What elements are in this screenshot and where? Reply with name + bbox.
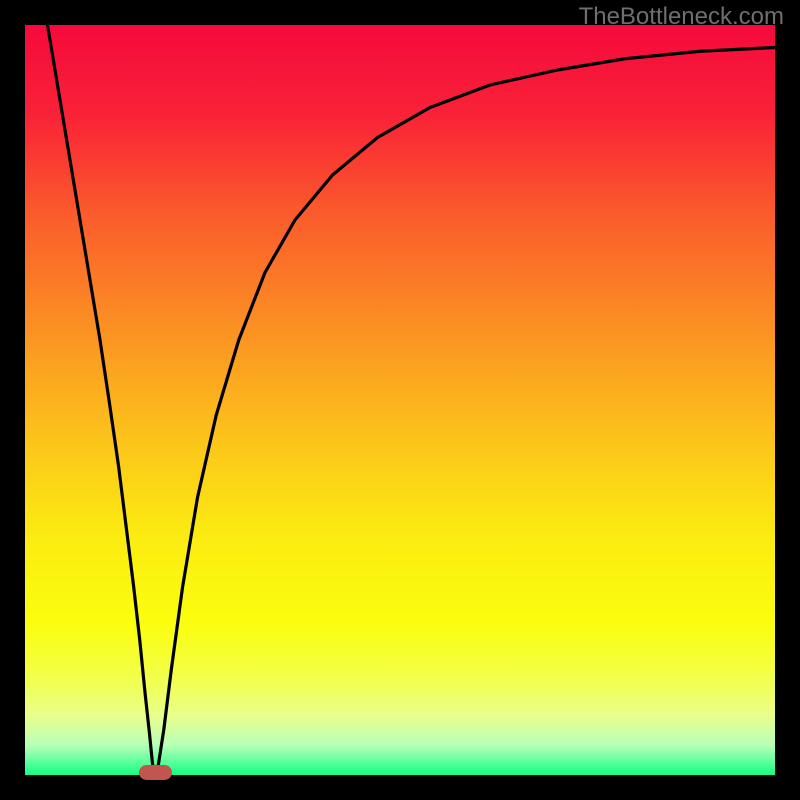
bottleneck-curve — [48, 25, 776, 775]
plot-area — [25, 25, 775, 775]
watermark-text: TheBottleneck.com — [579, 3, 784, 31]
curve-layer — [25, 25, 775, 775]
optimum-marker — [139, 765, 173, 780]
chart-frame: TheBottleneck.com — [0, 0, 800, 800]
